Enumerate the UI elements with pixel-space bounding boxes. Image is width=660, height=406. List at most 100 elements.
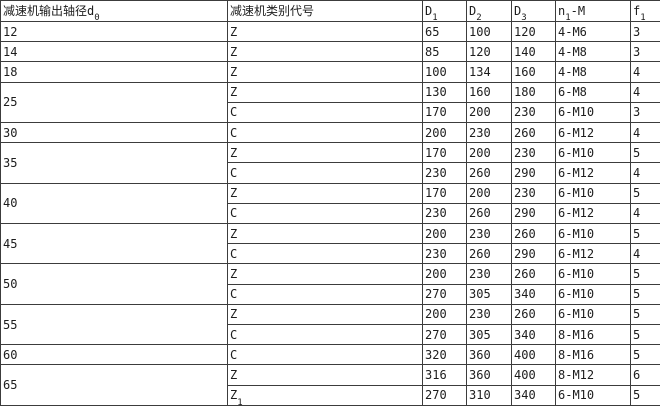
cell-d2: 120 <box>466 41 512 63</box>
category-code-text: C <box>230 166 238 181</box>
cell-category-code: C <box>227 283 423 305</box>
cell-d3: 230 <box>511 142 556 164</box>
table-row: 35 Z 170 200 230 6-M10 5 <box>0 142 660 184</box>
cell-f1: 5 <box>630 384 660 406</box>
cell-d1: 230 <box>422 162 467 184</box>
cell-n1-m: 4-M8 <box>555 61 631 83</box>
cell-category-code: C <box>227 324 423 346</box>
cell-shaft-diameter: 18 <box>0 61 228 83</box>
cell-d3: 400 <box>511 344 556 366</box>
cell-d3: 180 <box>511 81 556 103</box>
cell-d2: 305 <box>466 324 512 346</box>
cell-category-code: Z1 <box>227 384 423 406</box>
cell-f1: 6 <box>630 364 660 386</box>
cell-d3: 340 <box>511 384 556 406</box>
cell-n1-m: 6-M10 <box>555 303 631 326</box>
category-code-text: Z <box>230 24 238 39</box>
cell-d1: 270 <box>422 283 467 305</box>
table-row: 45 Z 200 230 260 6-M10 5 <box>0 223 660 265</box>
cell-f1: 5 <box>630 344 660 366</box>
table-row: 12 Z 65 100 120 4-M6 3 <box>0 20 660 43</box>
cell-d1: 65 <box>422 20 467 43</box>
cell-d2: 260 <box>466 243 512 265</box>
cell-d1: 170 <box>422 142 467 164</box>
category-code-text: Z <box>230 307 238 322</box>
table-row: 30 C 200 230 260 6-M12 4 <box>0 122 660 144</box>
cell-d3: 340 <box>511 283 556 305</box>
cell-n1-m: 6-M8 <box>555 81 631 103</box>
cell-category-code: C <box>227 243 423 265</box>
cell-f1: 3 <box>630 101 660 124</box>
table-row: Z1 270 310 340 6-M10 5 <box>1 384 660 406</box>
cell-category-code: C <box>227 162 423 184</box>
cell-d2: 100 <box>466 20 512 43</box>
cell-d3: 290 <box>511 162 556 184</box>
cell-n1-m: 6-M10 <box>555 182 631 204</box>
cell-f1: 3 <box>630 41 660 63</box>
table-row: 18 Z 100 134 160 4-M8 4 <box>0 61 660 83</box>
cell-d3: 290 <box>511 202 556 225</box>
cell-d2: 134 <box>466 61 512 83</box>
cell-category-code: Z <box>227 81 423 103</box>
cell-d3: 290 <box>511 243 556 265</box>
cell-f1: 5 <box>630 283 660 305</box>
cell-n1-m: 6-M10 <box>555 263 631 285</box>
cell-d2: 230 <box>466 122 512 144</box>
cell-shaft-diameter: 25 <box>0 81 228 124</box>
cell-d1: 200 <box>422 263 467 285</box>
category-code-text: Z <box>230 226 238 241</box>
cell-n1-m: 6-M12 <box>555 243 631 265</box>
cell-category-code: Z <box>227 223 423 245</box>
cell-category-code: Z <box>227 263 423 285</box>
cell-category-code: Z <box>227 142 423 164</box>
cell-d3: 260 <box>511 223 556 245</box>
cell-d1: 100 <box>422 61 467 83</box>
cell-d1: 270 <box>422 384 467 406</box>
cell-d1: 270 <box>422 324 467 346</box>
table-row: C 230 260 290 6-M12 4 <box>1 202 660 225</box>
cell-f1: 5 <box>630 303 660 326</box>
cell-n1-m: 8-M12 <box>555 364 631 386</box>
cell-d3: 140 <box>511 41 556 63</box>
cell-d1: 316 <box>422 364 467 386</box>
cell-f1: 4 <box>630 243 660 265</box>
cell-d2: 260 <box>466 202 512 225</box>
cell-d3: 340 <box>511 324 556 346</box>
cell-shaft-diameter: 14 <box>0 41 228 63</box>
header-d2: D2 <box>466 0 512 22</box>
table-row: 60 C 320 360 400 8-M16 5 <box>0 344 660 366</box>
cell-d1: 200 <box>422 223 467 245</box>
cell-d3: 160 <box>511 61 556 83</box>
cell-d2: 160 <box>466 81 512 103</box>
category-code-text: Z <box>230 44 238 59</box>
cell-d2: 200 <box>466 101 512 124</box>
cell-d3: 400 <box>511 364 556 386</box>
cell-d1: 130 <box>422 81 467 103</box>
cell-d2: 200 <box>466 182 512 204</box>
cell-shaft-diameter: 12 <box>0 20 228 43</box>
category-code-text: C <box>230 206 238 221</box>
cell-d2: 305 <box>466 283 512 305</box>
cell-d2: 310 <box>466 384 512 406</box>
cell-shaft-diameter: 45 <box>0 223 228 265</box>
cell-n1-m: 4-M6 <box>555 20 631 43</box>
cell-d3: 230 <box>511 182 556 204</box>
cell-d1: 170 <box>422 101 467 124</box>
cell-d1: 170 <box>422 182 467 204</box>
category-code-subscript: 1 <box>237 397 243 406</box>
cell-d2: 230 <box>466 263 512 285</box>
cell-n1-m: 8-M16 <box>555 344 631 366</box>
cell-n1-m: 8-M16 <box>555 324 631 346</box>
cell-d2: 360 <box>466 364 512 386</box>
cell-f1: 5 <box>630 182 660 204</box>
cell-n1-m: 6-M10 <box>555 223 631 245</box>
cell-n1-m: 4-M8 <box>555 41 631 63</box>
cell-f1: 4 <box>630 81 660 103</box>
cell-d3: 260 <box>511 122 556 144</box>
category-code-text: Z <box>230 186 238 201</box>
table-row: 40 Z 170 200 230 6-M10 5 <box>0 182 660 225</box>
cell-f1: 4 <box>630 162 660 184</box>
cell-d3: 260 <box>511 263 556 285</box>
cell-f1: 4 <box>630 61 660 83</box>
cell-shaft-diameter: 30 <box>0 122 228 144</box>
